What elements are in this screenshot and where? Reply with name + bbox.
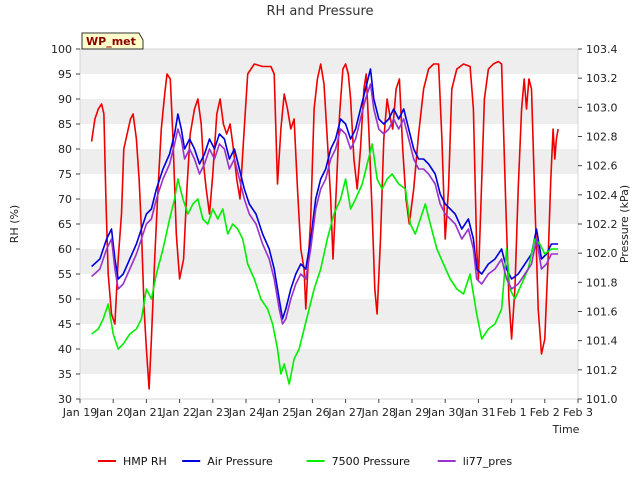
x-tick-label: Feb 3: [563, 406, 593, 419]
x-tick-label: Jan 30: [427, 406, 462, 419]
left-tick-label: 60: [58, 243, 72, 256]
right-tick-label: 103.2: [586, 72, 618, 85]
left-tick-label: 75: [58, 168, 72, 181]
x-tick-label: Feb 1: [497, 406, 527, 419]
left-tick-label: 80: [58, 143, 72, 156]
x-tick-label: Jan 21: [128, 406, 163, 419]
x-tick-label: Jan 23: [195, 406, 230, 419]
legend-label-air-pressure: Air Pressure: [207, 455, 273, 468]
left-tick-label: 45: [58, 318, 72, 331]
grid-band: [80, 349, 578, 374]
right-tick-label: 102.4: [586, 189, 618, 202]
right-tick-label: 102.0: [586, 247, 618, 260]
x-tick-label: Jan 19: [62, 406, 97, 419]
right-tick-label: 101.6: [586, 306, 618, 319]
grid-band: [80, 299, 578, 324]
left-tick-label: 40: [58, 343, 72, 356]
y-axis-right-label: Pressure (kPa): [618, 185, 631, 263]
legend-label-li77-pres: li77_pres: [463, 455, 513, 468]
chart-title: RH and Pressure: [266, 4, 373, 19]
grid-band: [80, 74, 578, 99]
grid-bands: [80, 49, 578, 399]
left-tick-label: 95: [58, 68, 72, 81]
left-tick-label: 55: [58, 268, 72, 281]
left-tick-label: 90: [58, 93, 72, 106]
legend-label-hmp-rh: HMP RH: [123, 455, 167, 468]
x-tick-label: Jan 26: [294, 406, 329, 419]
left-axis-ticks: 30 35 40 45 50 55 60 65 70 75 80 85 90 95 100: [51, 43, 80, 406]
right-tick-label: 101.2: [586, 364, 618, 377]
grid-band: [80, 224, 578, 249]
x-tick-label: Jan 31: [460, 406, 495, 419]
grid-band: [80, 124, 578, 149]
grid-band: [80, 274, 578, 299]
series-line-hmp-rh: [90, 60, 559, 390]
left-tick-label: 50: [58, 293, 72, 306]
x-tick-label: Jan 24: [228, 406, 263, 419]
right-tick-label: 101.4: [586, 335, 618, 348]
x-tick-label: Jan 27: [327, 406, 362, 419]
left-tick-label: 35: [58, 368, 72, 381]
grid-band: [80, 324, 578, 349]
legend-label-7500-pressure: 7500 Pressure: [332, 455, 411, 468]
series-lines: [90, 60, 559, 390]
left-tick-label: 70: [58, 193, 72, 206]
x-tick-label: Jan 29: [394, 406, 429, 419]
right-tick-label: 103.0: [586, 101, 618, 114]
grid-band: [80, 374, 578, 399]
series-line-li77-pres: [91, 83, 559, 325]
left-tick-label: 85: [58, 118, 72, 131]
site-badge: WP_met: [81, 32, 144, 50]
y-axis-left-label: RH (%): [8, 205, 21, 243]
right-tick-label: 102.8: [586, 131, 618, 144]
right-tick-label: 101.0: [586, 393, 618, 406]
left-tick-label: 100: [51, 43, 72, 56]
badge-shape: [81, 32, 144, 50]
x-tick-label: Jan 25: [261, 406, 296, 419]
series-line-7500-pressure: [91, 143, 559, 385]
right-tick-label: 102.6: [586, 160, 618, 173]
x-tick-label: Jan 28: [361, 406, 396, 419]
x-tick-label: Jan 22: [161, 406, 196, 419]
grid-band: [80, 49, 578, 74]
right-tick-label: 101.8: [586, 276, 618, 289]
legend: HMP RH Air Pressure 7500 Pressure li77_pres: [98, 455, 512, 468]
left-tick-label: 30: [58, 393, 72, 406]
x-axis-label: Time: [552, 423, 580, 436]
x-tick-label: Jan 20: [95, 406, 130, 419]
right-tick-label: 103.4: [586, 43, 618, 56]
right-tick-label: 102.2: [586, 218, 618, 231]
series-line-air-pressure: [91, 68, 559, 320]
x-tick-label: Feb 2: [530, 406, 560, 419]
left-tick-label: 65: [58, 218, 72, 231]
badge-label: WP_met: [86, 35, 136, 48]
right-axis-ticks: 101.0 101.2 101.4 101.6 101.8 102.0 102.2 102.4…: [578, 43, 618, 406]
grid-band: [80, 199, 578, 224]
